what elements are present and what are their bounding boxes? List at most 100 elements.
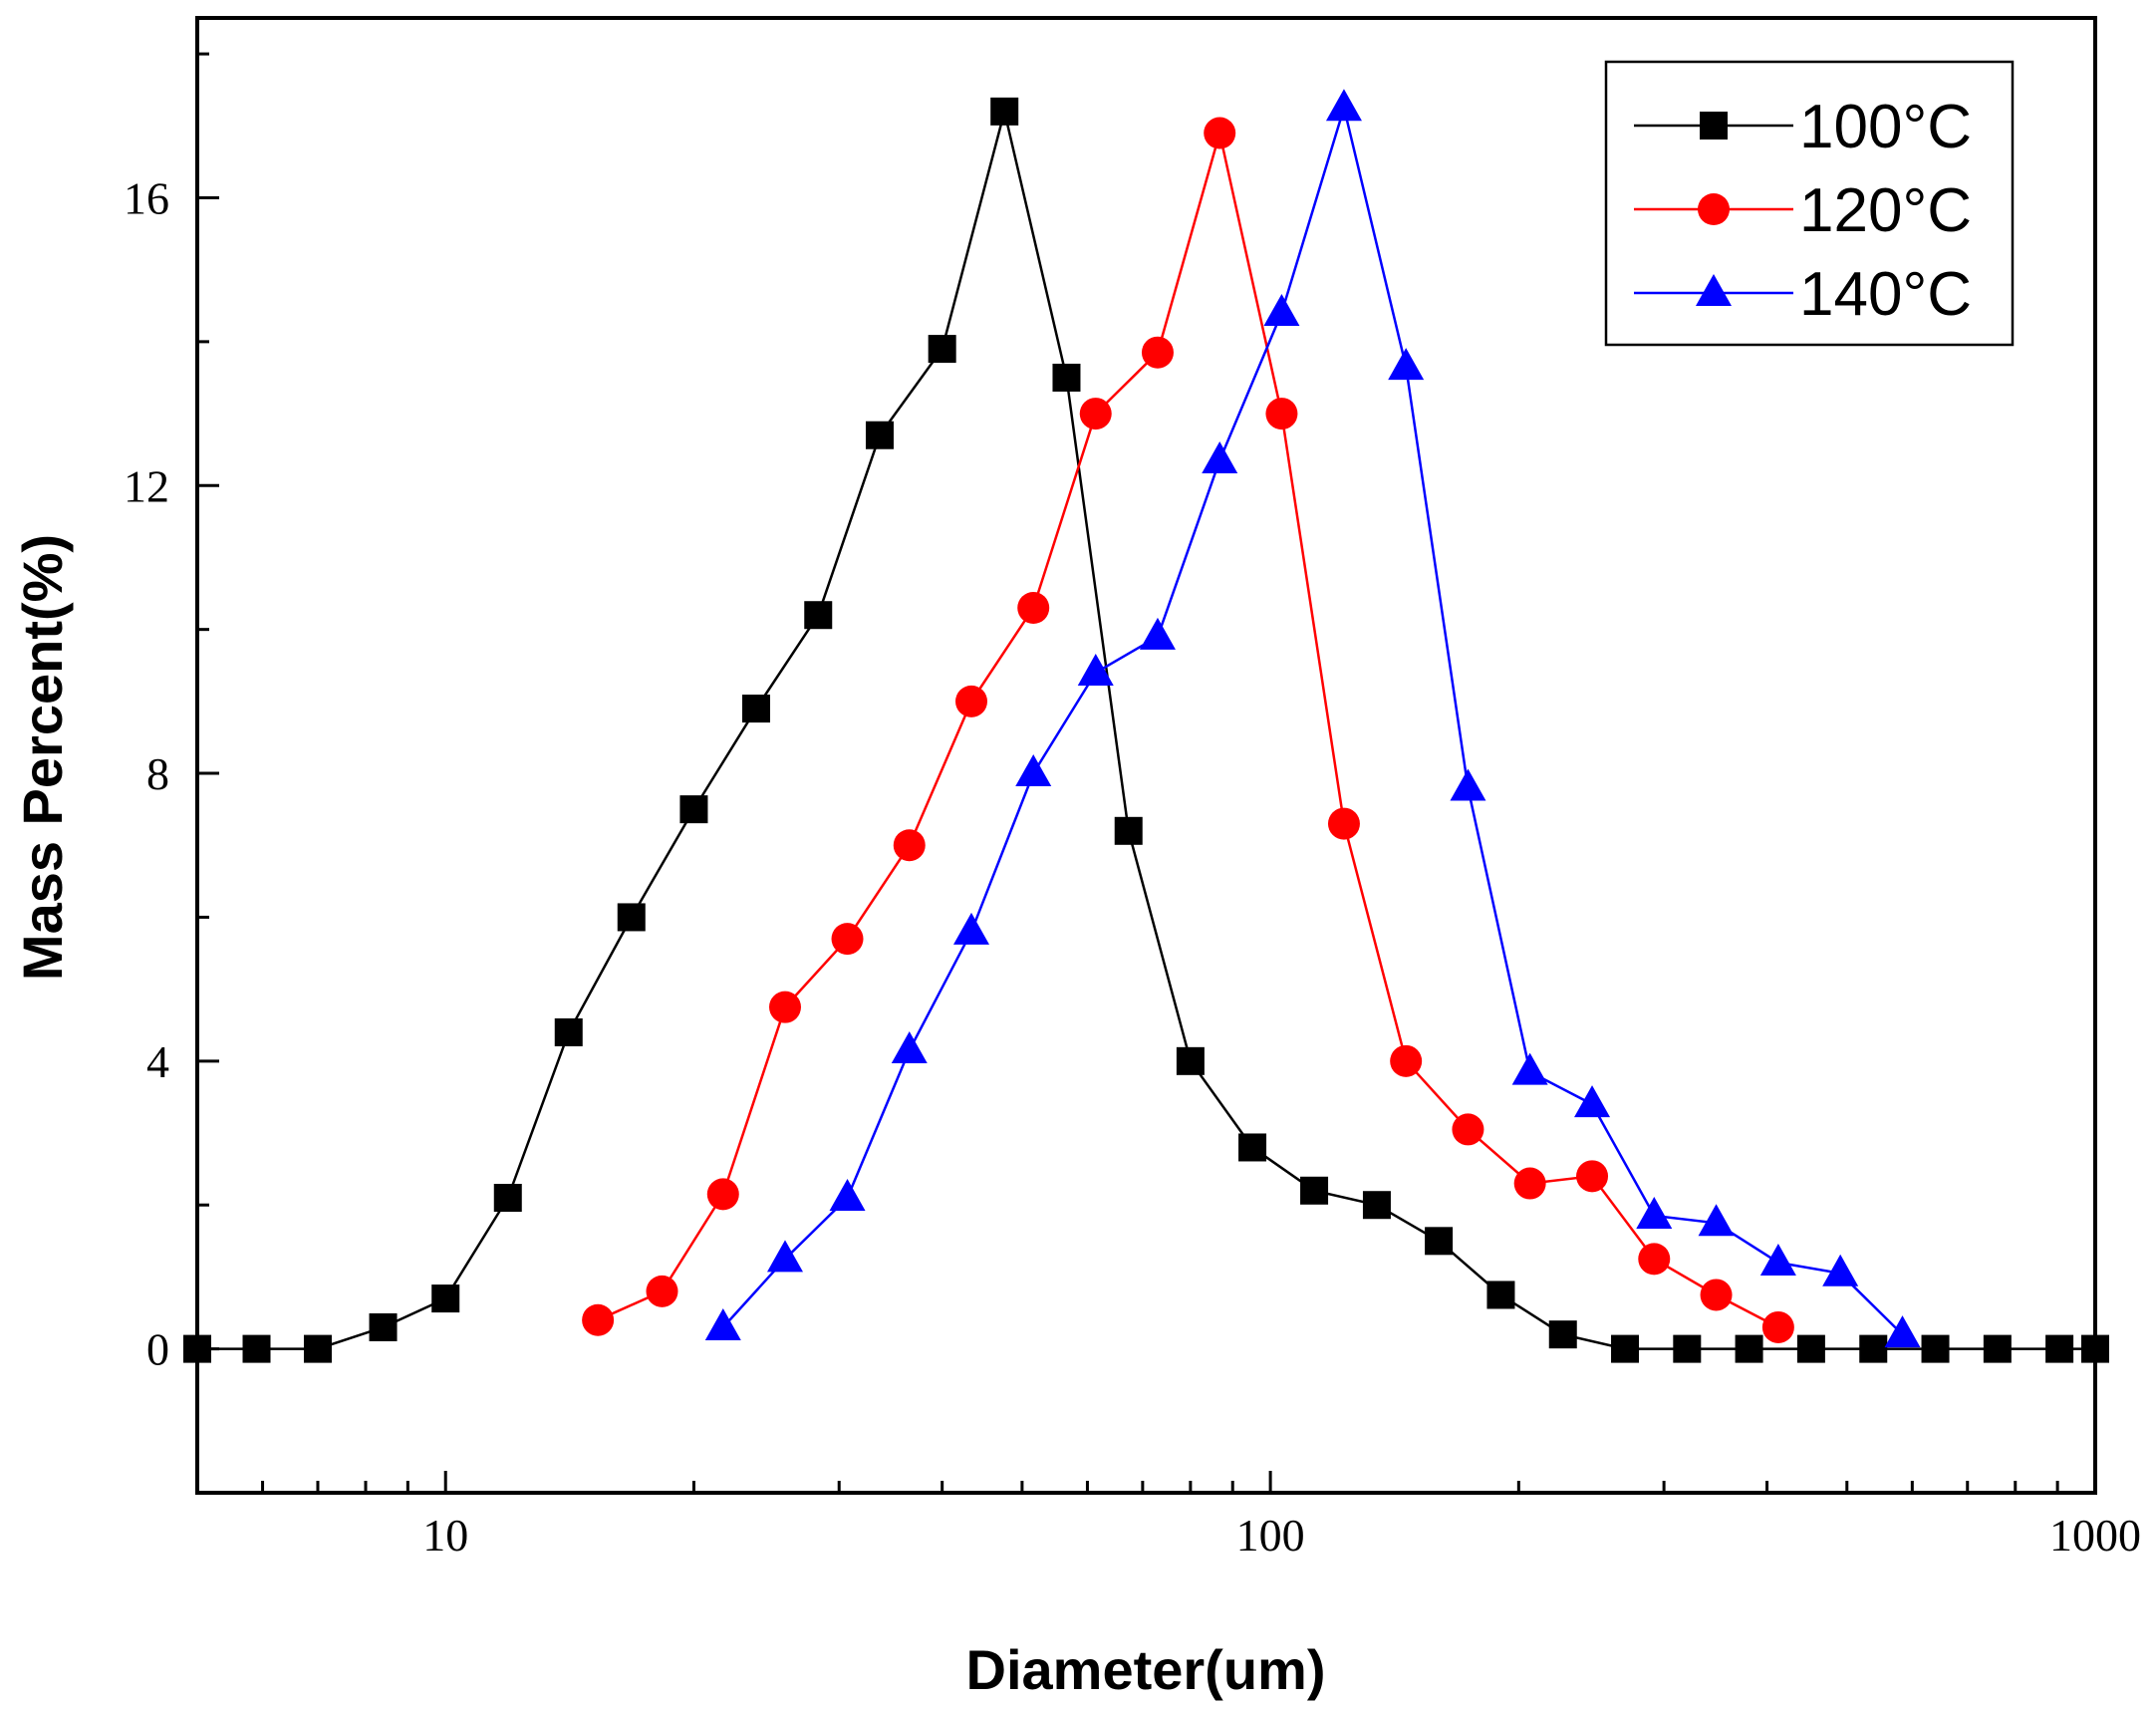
series-circle [582, 117, 1794, 1343]
series-line [721, 103, 1904, 1336]
data-point [183, 1334, 211, 1363]
data-point [1015, 754, 1052, 787]
legend: 100°C 120°C 140°C [1604, 60, 2015, 347]
series-square [183, 97, 2109, 1363]
data-point [1822, 1254, 1859, 1286]
data-point [1761, 1310, 1794, 1343]
axis-ticks [195, 52, 2059, 1495]
data-point [1983, 1334, 2012, 1363]
data-point [1077, 653, 1114, 686]
data-point [928, 335, 956, 364]
legend-box [1604, 60, 2015, 347]
data-point [1452, 1113, 1484, 1146]
data-point [242, 1334, 271, 1363]
data-point [679, 795, 708, 824]
y-tick-label: 8 [146, 748, 169, 799]
data-point [704, 1307, 741, 1340]
data-point [1327, 807, 1360, 840]
data-point [1202, 441, 1238, 473]
tick-labels: 10 100 1000 0 4 8 12 16 [124, 172, 2141, 1561]
series-triangle [704, 89, 1921, 1348]
data-point [741, 695, 770, 723]
data-point [2045, 1334, 2074, 1363]
data-point [1263, 294, 1300, 326]
data-point [1425, 1227, 1454, 1256]
legend-label: 140°C [1799, 260, 1972, 329]
data-point [1176, 1046, 1205, 1075]
data-point [865, 421, 894, 449]
series-layer [183, 89, 2109, 1363]
data-point [768, 991, 801, 1023]
legend-label: 100°C [1799, 93, 1972, 161]
data-point [431, 1284, 460, 1313]
data-point [646, 1275, 678, 1307]
y-tick-label: 0 [146, 1324, 169, 1375]
data-point [1486, 1281, 1515, 1309]
data-point [952, 912, 989, 945]
data-point [1139, 617, 1176, 650]
data-point [990, 97, 1019, 126]
data-point [303, 1334, 332, 1363]
data-point [1698, 1204, 1735, 1237]
y-tick-label: 12 [124, 460, 169, 511]
data-point [1079, 398, 1112, 430]
data-point [1265, 398, 1298, 430]
data-point [1576, 1160, 1609, 1193]
y-tick-label: 4 [146, 1036, 169, 1087]
legend-label: 120°C [1799, 176, 1972, 245]
data-point [893, 829, 926, 862]
data-point [1859, 1334, 1888, 1363]
data-point [1325, 89, 1362, 122]
data-point [1511, 1052, 1548, 1085]
data-point [954, 685, 987, 717]
data-point [1141, 336, 1174, 369]
data-point [1673, 1334, 1702, 1363]
data-point [1796, 1334, 1825, 1363]
data-point [1921, 1334, 1950, 1363]
data-point [831, 923, 864, 956]
series-line [597, 133, 1779, 1329]
data-point [1390, 1044, 1423, 1077]
data-point [1759, 1243, 1796, 1276]
data-point [829, 1179, 866, 1211]
data-point [706, 1178, 739, 1211]
data-point [766, 1240, 803, 1273]
data-point [1204, 117, 1236, 149]
x-axis-title: Diameter(um) [966, 1638, 1326, 1701]
data-point [1548, 1320, 1577, 1349]
data-point [2081, 1334, 2109, 1363]
data-point [1238, 1133, 1267, 1162]
data-point [617, 903, 646, 932]
data-point [1735, 1334, 1763, 1363]
data-point [1636, 1197, 1673, 1230]
data-point [1884, 1315, 1921, 1348]
data-point [1638, 1243, 1671, 1276]
plot-frame [195, 16, 2097, 1495]
data-point [493, 1184, 522, 1212]
data-point [582, 1303, 615, 1336]
data-point [1052, 363, 1081, 392]
data-point [1362, 1191, 1391, 1220]
data-point [1513, 1167, 1546, 1200]
x-tick-label: 10 [422, 1510, 468, 1561]
data-point [1700, 1279, 1733, 1311]
data-point [554, 1017, 583, 1046]
data-point [804, 601, 833, 630]
x-tick-label: 1000 [2049, 1510, 2141, 1561]
data-point [1450, 768, 1486, 801]
legend-marker [1700, 112, 1728, 140]
data-point [1574, 1085, 1611, 1118]
legend-marker [1696, 274, 1732, 306]
data-point [369, 1312, 398, 1341]
legend-marker [1698, 193, 1730, 225]
data-point [1114, 816, 1143, 845]
x-tick-label: 100 [1236, 1510, 1305, 1561]
y-axis-title: Mass Percent(%) [11, 534, 74, 981]
data-point [1017, 592, 1050, 624]
data-point [891, 1031, 928, 1063]
data-point [1388, 348, 1425, 381]
data-point [1300, 1176, 1329, 1205]
y-tick-label: 16 [124, 172, 169, 223]
data-point [1611, 1334, 1640, 1363]
